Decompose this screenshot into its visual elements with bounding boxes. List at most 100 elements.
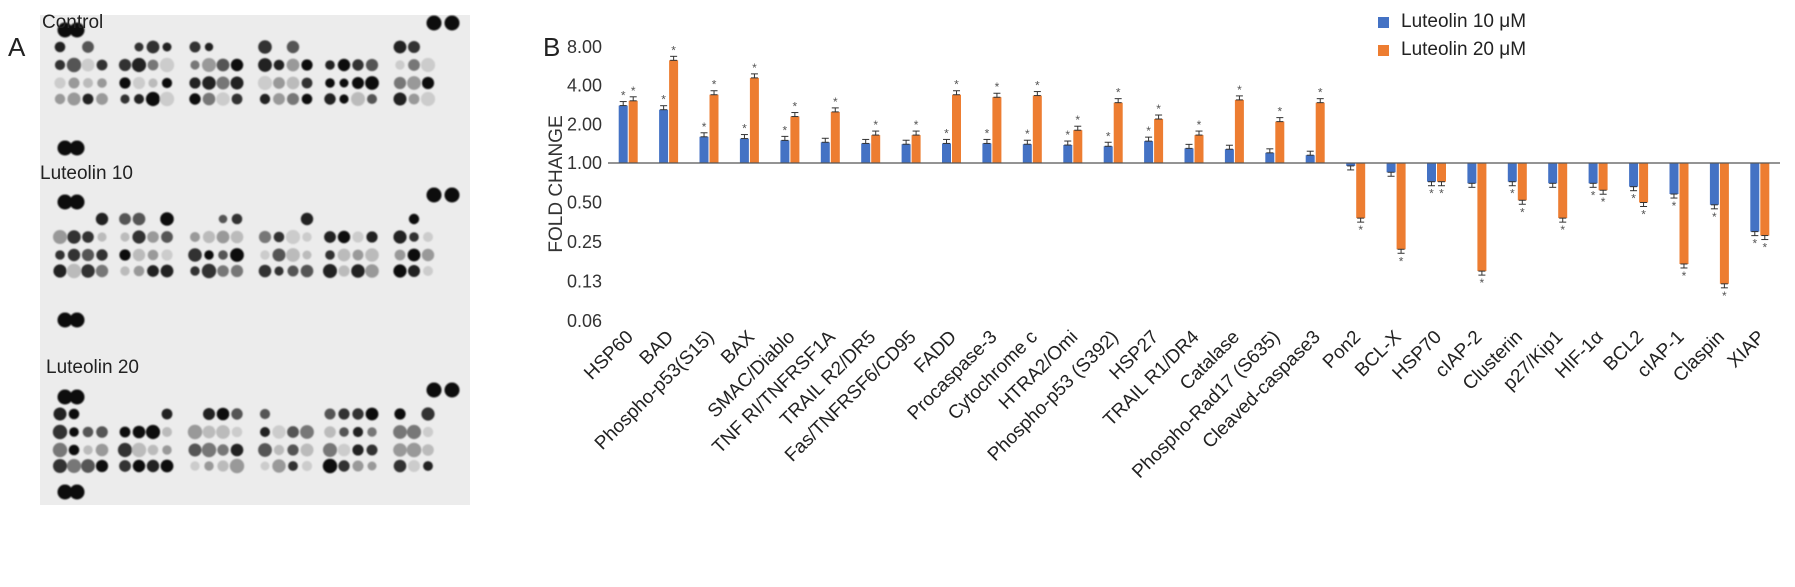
blot-spot [422,444,434,456]
blot-spot [408,460,420,472]
blot-spot [146,40,160,54]
panel-a-letter: A [8,32,26,62]
reference-spot [57,194,73,210]
blot-label-luteolin-10: Luteolin 10 [40,163,133,184]
blot-spot [286,58,300,72]
blot-spot [408,265,420,277]
blot-spot [393,459,407,473]
significance-marker: * [742,122,747,136]
blot-spot [366,231,378,243]
significance-marker: * [1197,118,1202,132]
blot-spot [160,459,174,473]
blot-spot [216,92,230,106]
bar-luteolin-20 [669,60,679,163]
reference-spot [444,187,460,203]
blot-spot [134,94,144,104]
panel-a: A Control Luteolin 10 Luteolin 20 [0,0,540,587]
significance-marker: * [661,93,666,107]
blot-spot [132,459,146,473]
bar-luteolin-20 [790,116,800,163]
blot-spot [159,91,175,107]
blot-spot [258,264,272,278]
significance-marker: * [1682,269,1687,283]
significance-marker: * [783,123,788,137]
blot-spot [162,427,172,437]
blot-spot [352,408,364,420]
bar-luteolin-10 [820,142,830,163]
blot-spot [300,264,314,278]
blot-spot [119,77,131,89]
blot-spot [393,230,407,244]
blot-spot [81,459,95,473]
bar-luteolin-10 [1346,163,1356,166]
bar-luteolin-10 [1022,144,1032,163]
significance-marker: * [1065,128,1070,142]
significance-marker: * [944,126,949,140]
blot-spot [257,75,273,91]
blot-spot [53,407,67,421]
blot-spot [96,93,108,105]
significance-marker: * [1480,276,1485,290]
blot-spot [132,425,146,439]
dot-blot-membranes [40,15,470,505]
bar-luteolin-10 [1669,163,1679,194]
bar-luteolin-10 [659,109,669,163]
bar-luteolin-10 [780,140,790,163]
blot-spot [258,40,272,54]
blot-spot [394,408,406,420]
bar-luteolin-10 [739,138,749,163]
blot-spot [273,231,285,243]
blot-spot [407,76,421,90]
blot-spot [301,460,313,472]
significance-marker: * [1035,79,1040,93]
blot-spot [367,427,377,437]
blot-membrane-0 [54,15,460,156]
bar-luteolin-10 [1265,152,1275,163]
significance-marker: * [1510,187,1515,201]
blot-spot [337,248,351,262]
blot-spot [203,408,215,420]
y-tick-label: 1.00 [567,153,602,173]
blot-spot [409,232,419,242]
blot-spot [189,77,201,89]
blot-spot [161,77,173,89]
blot-spot [365,407,379,421]
bar-luteolin-10 [1144,141,1154,163]
significance-marker: * [914,118,919,132]
blot-spot [260,427,270,437]
blot-spot [119,249,131,261]
blot-spot [393,264,407,278]
bar-luteolin-10 [1063,145,1073,163]
reference-spot [57,484,73,500]
y-tick-label: 4.00 [567,76,602,96]
reference-spot [426,187,442,203]
reference-spot [426,15,442,31]
bar-luteolin-20 [1396,163,1406,250]
blot-spot [96,426,108,438]
blot-spot [119,213,131,225]
blot-spot [322,458,338,474]
bar-luteolin-20 [1356,163,1366,219]
blot-spot [301,59,313,71]
blot-spot [68,77,80,89]
blot-spot [365,58,379,72]
y-tick-label: 0.25 [567,232,602,252]
significance-marker: * [1560,223,1565,237]
bar-luteolin-10 [1184,148,1194,163]
blot-spot [204,250,214,260]
blot-spot [285,229,301,245]
blot-spot [273,444,285,456]
reference-spot [57,22,73,38]
blot-spot [287,426,299,438]
significance-marker: * [752,61,757,75]
blot-spot [83,78,93,88]
bar-luteolin-20 [1558,163,1568,219]
blot-spot [408,41,420,53]
blot-spot [302,250,312,260]
blot-spot [81,248,95,262]
blot-spot [145,91,161,107]
blot-spot [272,248,286,262]
significance-marker: * [1591,188,1596,202]
legend-label-luteolin-20: Luteolin 20 μM [1401,39,1527,60]
blot-spot [160,264,174,278]
